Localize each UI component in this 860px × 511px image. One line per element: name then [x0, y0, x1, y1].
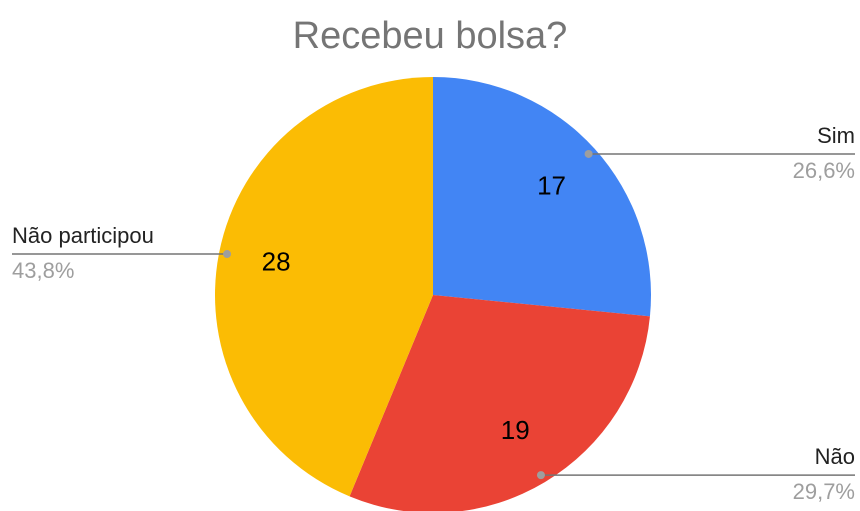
pie-slice	[349, 295, 650, 511]
pie-slice	[215, 76, 433, 497]
slice-value-label: 28	[262, 247, 291, 277]
pie-slice	[433, 77, 651, 317]
chart-title: Recebeu bolsa?	[293, 15, 568, 57]
slice-value-label: 17	[537, 170, 566, 200]
percent-label: 43,8%	[12, 258, 74, 283]
leader-dot	[536, 471, 545, 480]
percent-label: 29,7%	[793, 479, 855, 504]
leader-dot	[584, 149, 593, 158]
leader-dot	[223, 250, 232, 259]
legend-label: Não	[815, 444, 855, 469]
slice-value-label: 19	[501, 415, 530, 445]
legend-label: Não participou	[12, 223, 154, 248]
legend-label: Sim	[817, 123, 855, 148]
percent-label: 26,6%	[793, 158, 855, 183]
